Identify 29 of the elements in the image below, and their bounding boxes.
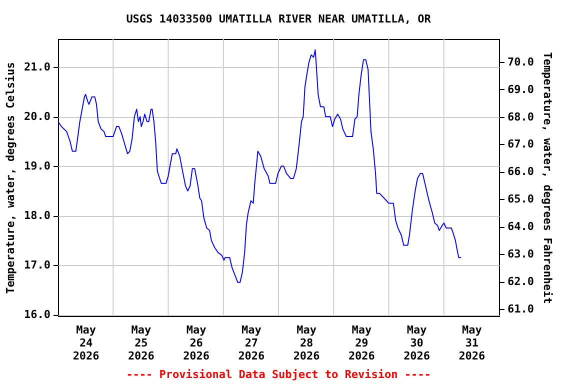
- y2-axis-title: Temperature, water, degrees Fahrenheit: [540, 52, 554, 304]
- y-tick-label: 21.0: [24, 60, 50, 74]
- y2-tick-label: 69.0: [508, 82, 534, 96]
- y-axis-title: Temperature, water, degrees Celsius: [4, 62, 18, 294]
- x-tick-label: May 24 2026: [72, 324, 100, 362]
- y-tick-label: 19.0: [24, 160, 50, 173]
- y2-tick-label: 65.0: [508, 192, 534, 206]
- x-tick-label: May 26 2026: [183, 324, 210, 362]
- y-tick-label: 20.0: [24, 110, 50, 124]
- line-series: [58, 49, 462, 283]
- chart-title: USGS 14033500 UMATILLA RIVER NEAR UMATILLA, OR: [126, 12, 432, 26]
- text: ---- Provisional Data Subject to Revision ----: [126, 368, 431, 381]
- y2-tick-label: 62.0: [508, 275, 534, 288]
- x-tick-label: May 30 2026: [404, 324, 430, 362]
- x-tick-label: May 27 2026: [238, 324, 266, 362]
- x-tick-label: May 25 2026: [128, 324, 155, 362]
- y-tick-label: 18.0: [24, 209, 50, 222]
- y-tick-label: 17.0: [24, 258, 50, 272]
- y-tick-label: 16.0: [24, 308, 50, 322]
- y2-tick-label: 63.0: [508, 248, 534, 261]
- y2-tick-label: 68.0: [508, 110, 534, 124]
- y2-tick-label: 70.0: [508, 55, 534, 68]
- y2-tick-label: 61.0: [508, 302, 534, 316]
- y2-tick-label: 66.0: [508, 165, 534, 178]
- y2-tick-label: 64.0: [508, 220, 534, 234]
- x-tick-label: May 29 2026: [348, 324, 376, 362]
- y2-tick-label: 67.0: [508, 138, 534, 151]
- x-tick-label: May 31 2026: [458, 324, 486, 362]
- x-tick-label: May 28 2026: [293, 324, 320, 362]
